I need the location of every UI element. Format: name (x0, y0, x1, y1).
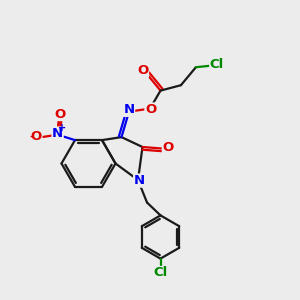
Text: Cl: Cl (153, 266, 168, 280)
Text: O: O (145, 103, 156, 116)
Text: N: N (134, 174, 145, 187)
Text: O: O (162, 141, 174, 154)
Text: N: N (52, 127, 63, 140)
Text: +: + (58, 123, 66, 133)
Text: O: O (31, 130, 42, 143)
Text: Cl: Cl (210, 58, 224, 71)
Text: O: O (137, 64, 148, 77)
Text: O: O (54, 107, 65, 121)
Text: -: - (29, 131, 34, 142)
Text: N: N (123, 103, 135, 116)
